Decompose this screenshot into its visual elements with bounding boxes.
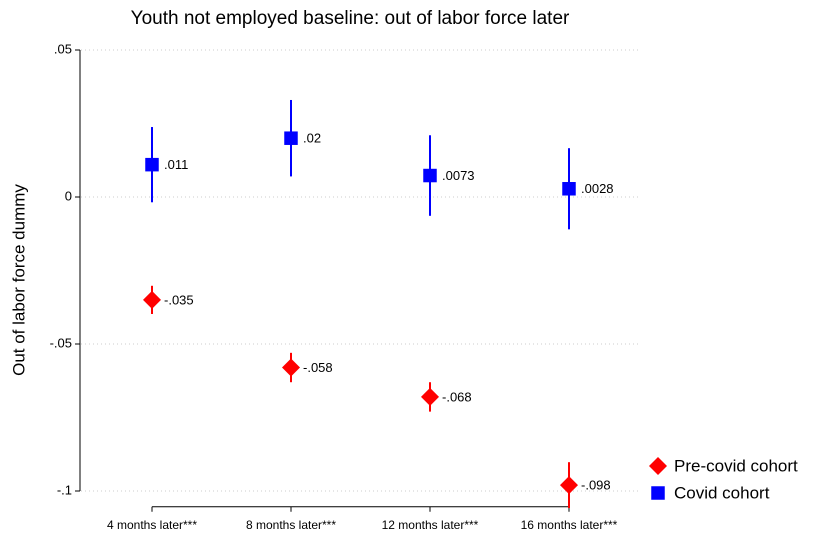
y-tick-label: -.1 <box>57 482 72 497</box>
point <box>284 131 298 145</box>
point <box>421 387 439 406</box>
data-label: .011 <box>164 157 188 172</box>
x-tick-label: 12 months later*** <box>382 518 479 532</box>
data-label: -.098 <box>581 478 611 493</box>
legend-label: Pre-covid cohort <box>674 456 798 475</box>
point <box>649 457 667 475</box>
y-tick-label: -.05 <box>50 335 72 350</box>
data-label: -.068 <box>442 389 472 404</box>
point <box>562 182 576 196</box>
data-label: .0073 <box>442 168 475 183</box>
point <box>143 290 161 309</box>
x-tick-label: 4 months later*** <box>107 518 197 532</box>
point <box>560 476 578 495</box>
x-tick-label: 8 months later*** <box>246 518 336 532</box>
data-label: -.035 <box>164 292 194 307</box>
chart-title: Youth not employed baseline: out of labo… <box>131 8 570 29</box>
point <box>423 168 437 183</box>
legend-label: Covid cohort <box>674 483 770 502</box>
point <box>282 358 300 377</box>
data-label: .02 <box>303 131 321 146</box>
point <box>651 486 665 500</box>
y-axis-title: Out of labor force dummy <box>9 184 28 376</box>
x-tick-label: 16 months later*** <box>521 518 618 532</box>
data-label: .0028 <box>581 181 614 196</box>
y-tick-label: .05 <box>54 41 72 56</box>
data-label: -.058 <box>303 360 333 375</box>
point <box>145 157 159 172</box>
y-tick-label: 0 <box>65 188 72 203</box>
